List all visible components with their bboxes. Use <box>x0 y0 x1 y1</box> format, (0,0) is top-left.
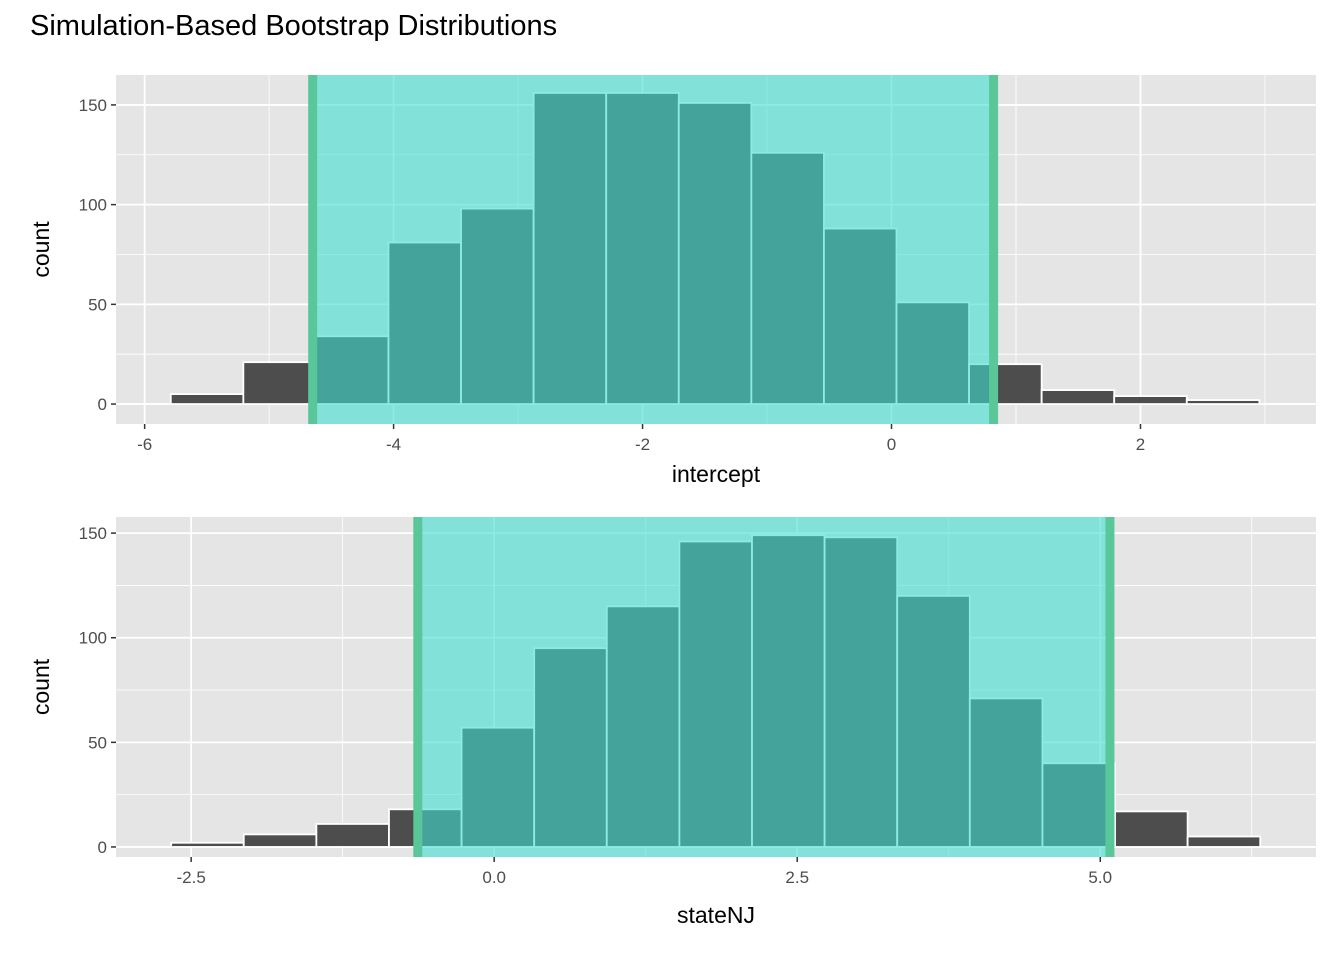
x-tick-label: 0 <box>887 435 896 454</box>
y-tick-label: 50 <box>88 295 107 314</box>
histogram-bar <box>1113 395 1188 405</box>
confidence-interval-band <box>417 517 1110 857</box>
y-axis-title: count <box>28 221 54 278</box>
y-tick-label: 100 <box>79 196 107 215</box>
histogram-bar <box>242 361 317 405</box>
x-tick-label: -4 <box>386 435 401 454</box>
x-tick-label: 2.5 <box>785 868 809 887</box>
y-tick-label: 50 <box>88 733 107 752</box>
y-axis-title: count <box>28 658 54 715</box>
histogram-bar <box>242 833 318 848</box>
x-tick-label: -6 <box>137 435 152 454</box>
x-tick-label: 5.0 <box>1088 868 1112 887</box>
x-axis-title: stateNJ <box>677 902 755 928</box>
chart-title: Simulation-Based Bootstrap Distributions <box>30 10 558 42</box>
y-tick-label: 0 <box>98 838 107 857</box>
histogram-bar <box>1186 835 1262 848</box>
histogram-bar <box>1185 399 1261 405</box>
histogram-bar <box>169 393 245 405</box>
y-tick-label: 150 <box>79 96 107 115</box>
x-tick-label: -2.5 <box>177 868 206 887</box>
y-tick-label: 0 <box>98 395 107 414</box>
y-tick-label: 100 <box>79 629 107 648</box>
histogram-bar <box>1040 389 1116 405</box>
confidence-interval-band <box>312 75 994 424</box>
histogram-bar <box>170 841 245 848</box>
y-tick-label: 150 <box>79 524 107 543</box>
x-tick-label: -2 <box>635 435 650 454</box>
panel-intercept: 0 50 100 150 -6 -4 -2 0 2 intercept count <box>28 75 1316 487</box>
histogram-bar <box>1114 810 1189 848</box>
panel-stateNJ: 0 50 100 150 -2.5 0.0 2.5 5.0 stateNJ count <box>28 517 1316 928</box>
histogram-bar <box>315 823 390 848</box>
x-axis-title: intercept <box>672 461 761 487</box>
x-tick-label: 2 <box>1136 435 1145 454</box>
x-tick-label: 0.0 <box>482 868 506 887</box>
